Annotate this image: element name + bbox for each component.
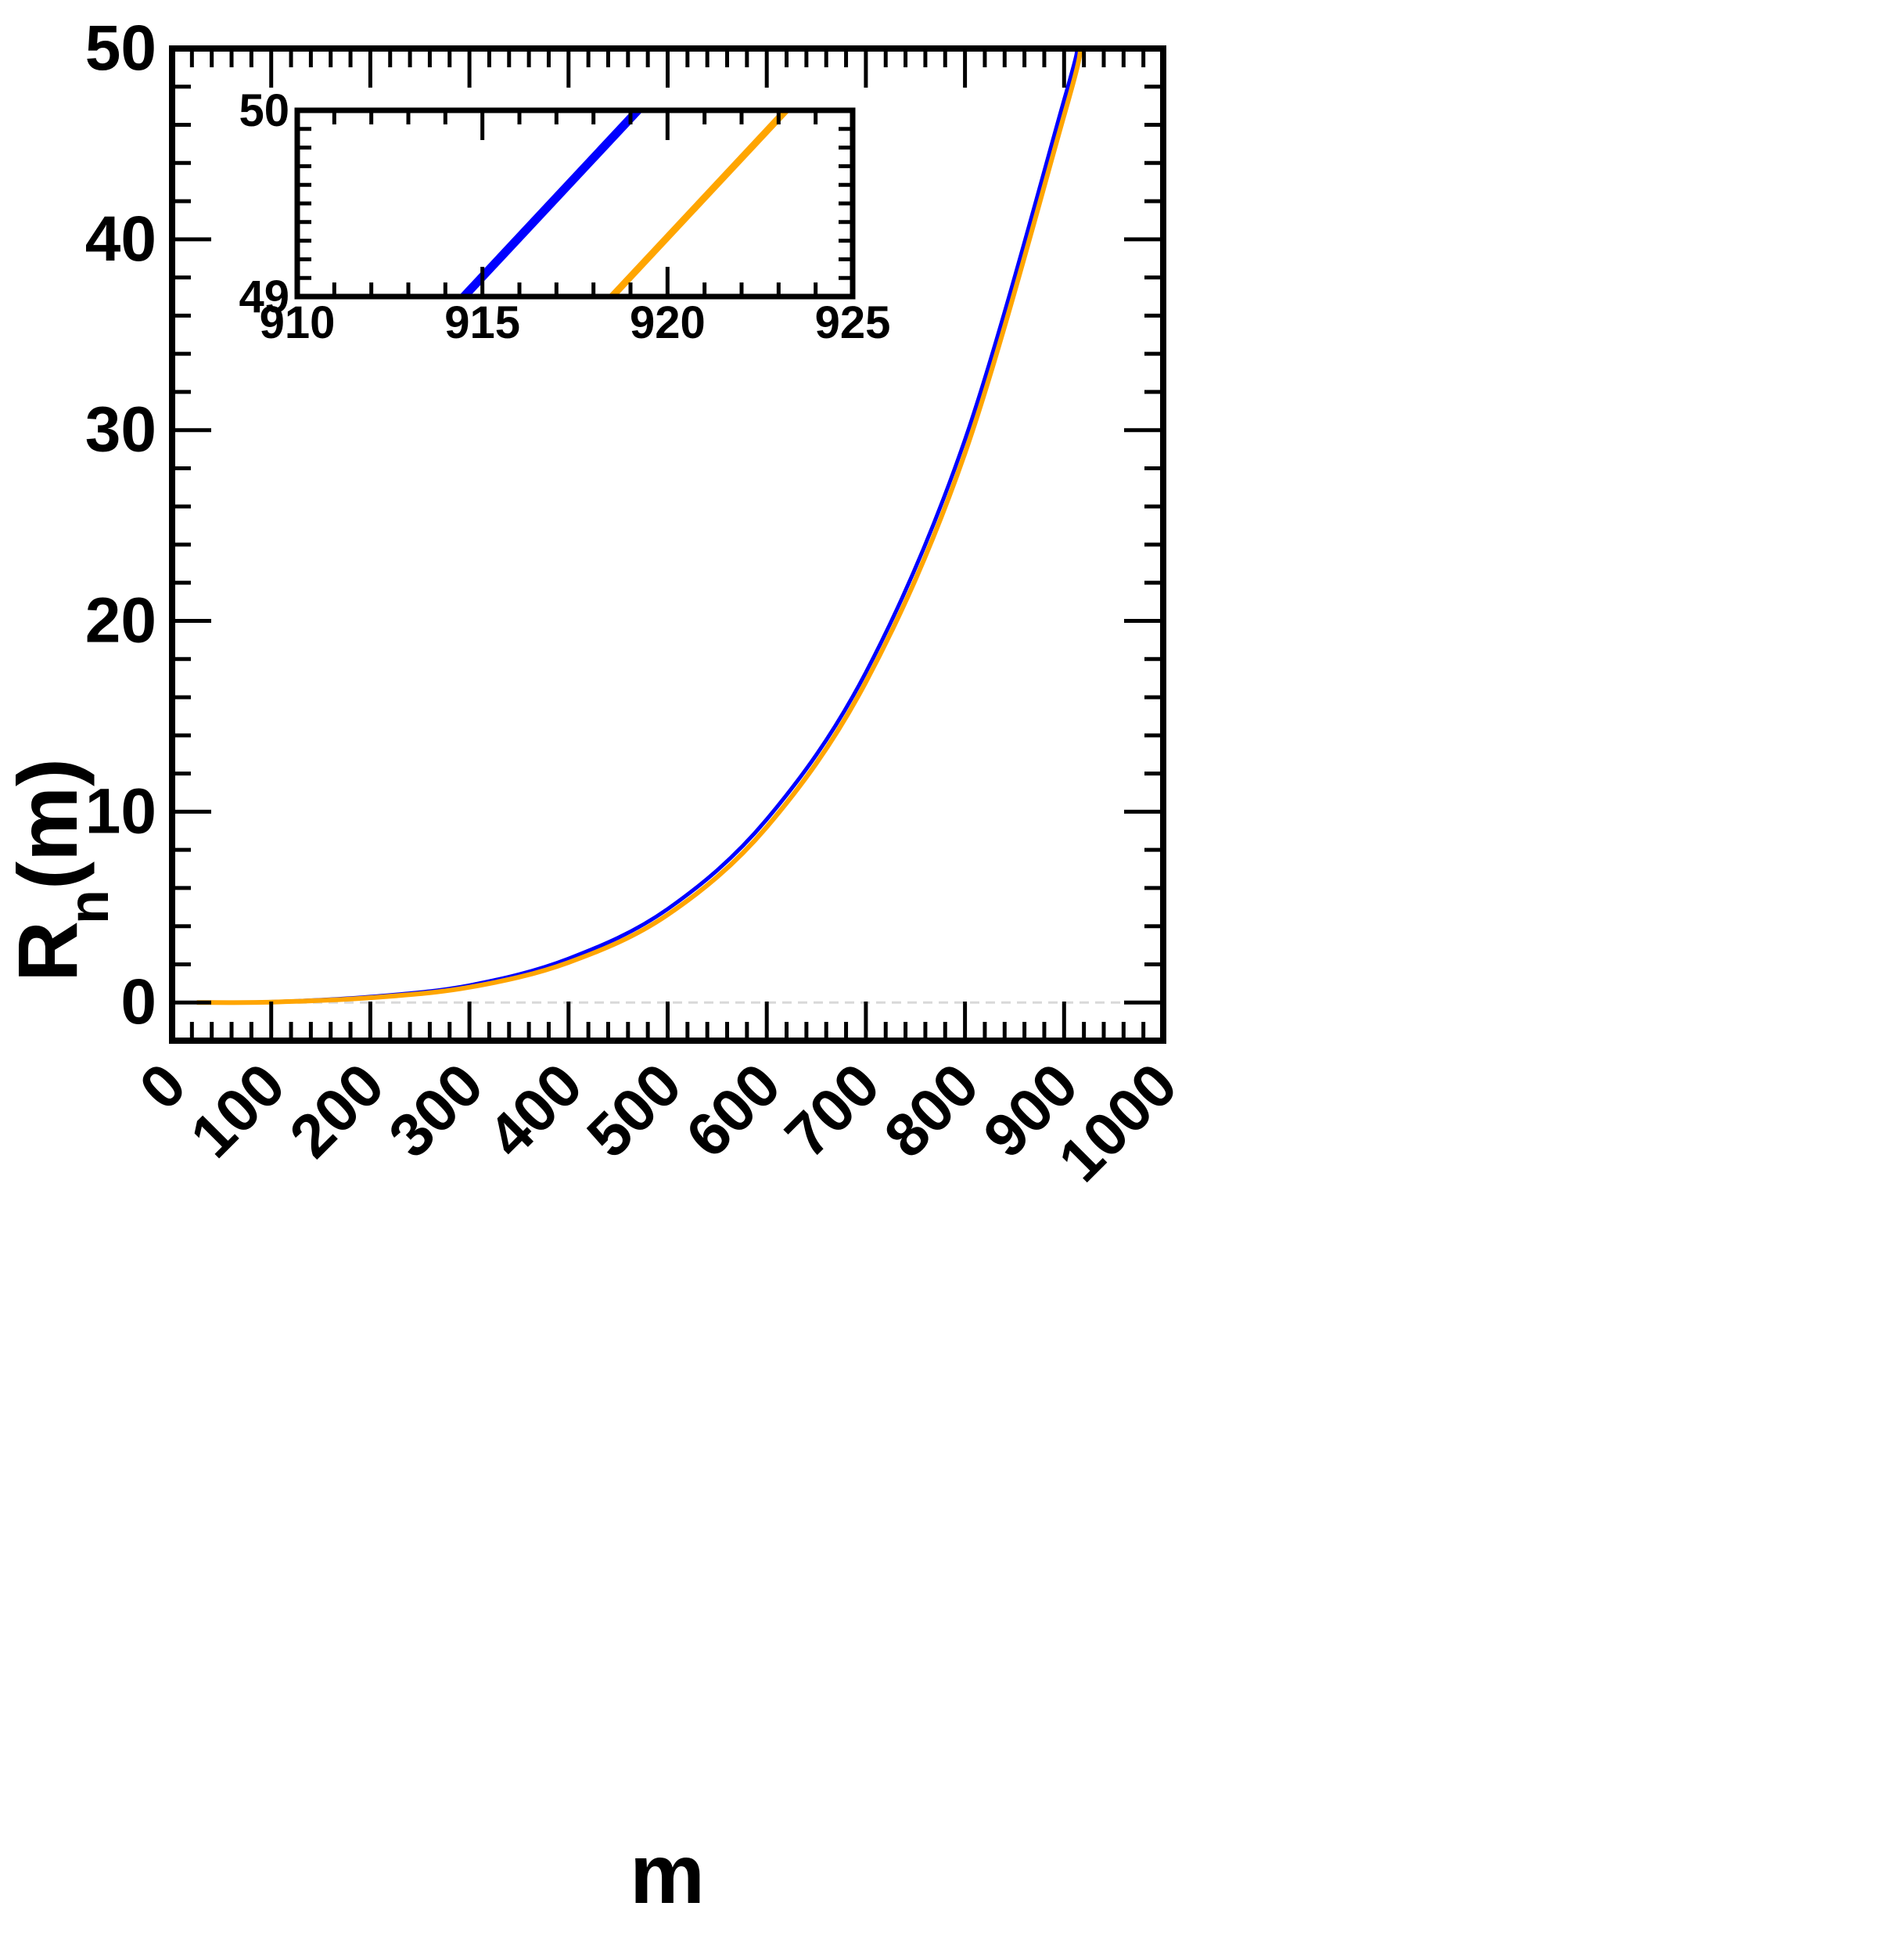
y-axis-title-subscript: n <box>58 890 120 924</box>
y-tick-label: 30 <box>85 394 156 466</box>
y-tick-label: 40 <box>85 203 156 275</box>
y-tick-label: 0 <box>120 966 156 1038</box>
inset-x-tick-label: 925 <box>815 297 891 348</box>
inset-y-tick-label: 49 <box>239 272 289 322</box>
x-axis-title: m <box>630 1826 705 1921</box>
inset-series-0-line <box>460 110 641 297</box>
inset-x-tick-label: 920 <box>630 297 706 348</box>
y-tick-label: 50 <box>85 13 156 84</box>
y-axis-title: Rn(m) <box>0 758 120 982</box>
inset-y-tick-label: 50 <box>239 85 289 136</box>
inset-x-tick-label: 915 <box>444 297 520 348</box>
y-axis-title-suffix: (m) <box>0 758 95 890</box>
y-tick-label: 20 <box>85 585 156 656</box>
inset-background <box>297 110 853 297</box>
main-series-1-line <box>196 48 1083 1005</box>
inset-plot: 910 915 920 925 49 50 <box>239 85 890 348</box>
y-axis-title-main: R <box>0 921 95 982</box>
y-tick-label: 10 <box>85 775 156 847</box>
inset-x-tick-label: 910 <box>260 297 336 348</box>
inset-series-group <box>460 110 789 297</box>
inset-series-1-line <box>609 110 789 297</box>
